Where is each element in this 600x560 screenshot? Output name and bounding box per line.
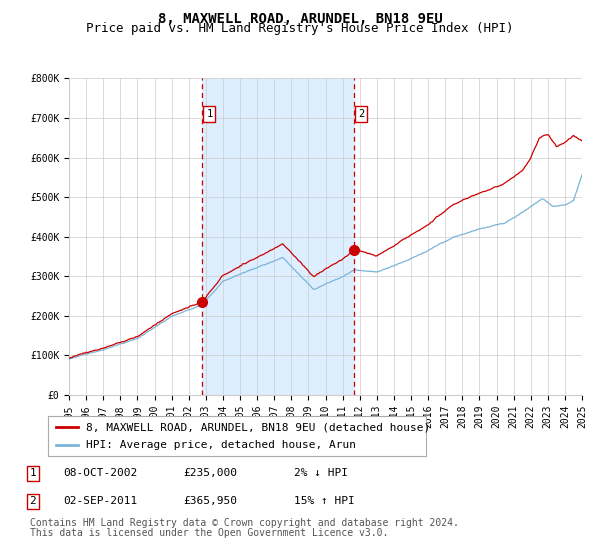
Text: £235,000: £235,000 xyxy=(183,468,237,478)
Text: This data is licensed under the Open Government Licence v3.0.: This data is licensed under the Open Gov… xyxy=(30,528,388,538)
Text: £365,950: £365,950 xyxy=(183,496,237,506)
Text: 2: 2 xyxy=(29,496,37,506)
Text: HPI: Average price, detached house, Arun: HPI: Average price, detached house, Arun xyxy=(86,440,356,450)
Bar xyxy=(202,78,354,395)
Text: 15% ↑ HPI: 15% ↑ HPI xyxy=(294,496,355,506)
Text: 02-SEP-2011: 02-SEP-2011 xyxy=(63,496,137,506)
Text: 2% ↓ HPI: 2% ↓ HPI xyxy=(294,468,348,478)
Text: 1: 1 xyxy=(206,109,212,119)
Text: 8, MAXWELL ROAD, ARUNDEL, BN18 9EU (detached house): 8, MAXWELL ROAD, ARUNDEL, BN18 9EU (deta… xyxy=(86,422,430,432)
Text: 8, MAXWELL ROAD, ARUNDEL, BN18 9EU: 8, MAXWELL ROAD, ARUNDEL, BN18 9EU xyxy=(158,12,442,26)
Text: 1: 1 xyxy=(29,468,37,478)
Text: 08-OCT-2002: 08-OCT-2002 xyxy=(63,468,137,478)
Text: Contains HM Land Registry data © Crown copyright and database right 2024.: Contains HM Land Registry data © Crown c… xyxy=(30,517,459,528)
Text: 2: 2 xyxy=(358,109,365,119)
Text: Price paid vs. HM Land Registry's House Price Index (HPI): Price paid vs. HM Land Registry's House … xyxy=(86,22,514,35)
